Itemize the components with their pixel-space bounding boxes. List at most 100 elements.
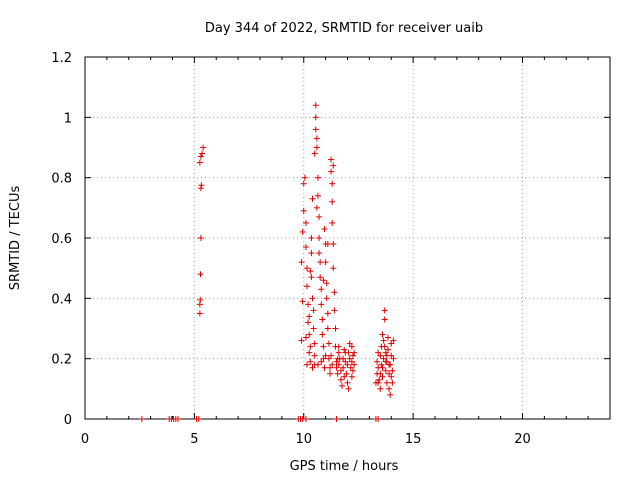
y-tick-label: 0.4 (51, 292, 72, 307)
data-point (342, 349, 349, 356)
data-point (329, 198, 336, 205)
data-point (197, 271, 204, 278)
data-point (337, 367, 344, 374)
data-point (388, 373, 395, 380)
data-point (319, 331, 326, 338)
data-point (377, 385, 384, 392)
data-point (383, 379, 390, 386)
data-point (305, 301, 312, 308)
data-point (374, 358, 381, 365)
data-point (381, 343, 388, 350)
data-point (328, 168, 335, 175)
y-tick-label: 1.2 (51, 51, 72, 66)
data-point (334, 355, 341, 362)
data-point (375, 349, 382, 356)
data-point (331, 289, 338, 296)
data-point (332, 325, 339, 332)
data-point (301, 174, 308, 181)
data-point (299, 298, 306, 305)
data-point (302, 416, 309, 422)
data-point (333, 364, 340, 371)
data-point (197, 296, 204, 303)
data-point (325, 355, 332, 362)
axis-ticks (84, 56, 610, 420)
data-point (331, 307, 338, 314)
data-point (307, 358, 314, 365)
data-point (329, 361, 336, 368)
data-point (321, 225, 328, 232)
data-point (306, 313, 313, 320)
data-point (351, 361, 358, 368)
data-point (311, 150, 318, 157)
data-point (346, 355, 353, 362)
data-point (138, 416, 145, 422)
x-tick-label: 10 (295, 432, 312, 447)
data-point (329, 219, 336, 226)
data-point (387, 391, 394, 398)
data-point (319, 316, 326, 323)
data-point (320, 343, 327, 350)
data-point (306, 349, 313, 356)
y-tick-label: 0 (64, 413, 72, 428)
data-point (381, 307, 388, 314)
data-point (333, 358, 340, 365)
data-point (314, 361, 321, 368)
data-point (344, 379, 351, 386)
data-point (382, 367, 389, 374)
data-point (341, 373, 348, 380)
data-point (348, 358, 355, 365)
data-point (347, 364, 354, 371)
data-point (198, 182, 205, 189)
data-point (313, 204, 320, 211)
data-point (330, 162, 337, 169)
data-point (316, 250, 323, 257)
data-point (313, 135, 320, 142)
data-point (304, 361, 311, 368)
data-point (300, 180, 307, 187)
data-point (321, 364, 328, 371)
data-point (302, 244, 309, 251)
data-point (328, 352, 335, 359)
data-point (316, 213, 323, 220)
data-point (313, 144, 320, 151)
data-point (304, 265, 311, 272)
data-point (200, 144, 207, 151)
data-point (322, 352, 329, 359)
data-point (337, 376, 344, 383)
data-point (197, 235, 204, 241)
data-point (348, 373, 355, 380)
data-point (199, 150, 206, 157)
x-axis-label: GPS time / hours (290, 459, 399, 474)
data-point (311, 340, 318, 347)
data-point (312, 102, 319, 109)
data-point (379, 331, 386, 338)
data-point (325, 340, 332, 347)
data-point (195, 416, 202, 422)
data-point (330, 265, 337, 272)
data-point (386, 370, 393, 377)
data-point (348, 343, 355, 350)
data-point (324, 241, 331, 248)
data-point (307, 343, 314, 350)
x-tick-label: 5 (190, 432, 198, 447)
data-point (308, 274, 315, 281)
y-tick-label: 0.6 (51, 232, 72, 247)
data-point (389, 367, 396, 374)
data-point (317, 274, 324, 281)
data-point (381, 316, 388, 323)
data-point (309, 295, 316, 302)
data-point (318, 358, 325, 365)
data-point (340, 355, 347, 362)
chart-title: Day 344 of 2022, SRMTID for receiver uai… (205, 21, 483, 36)
data-point (333, 416, 340, 422)
data-point (328, 156, 335, 163)
data-point (307, 268, 314, 275)
data-point (302, 334, 309, 341)
data-point (384, 346, 391, 353)
tick-labels: 0 5 10 15 20 0 0.2 0.4 0.6 0.8 1 1.2 (51, 51, 530, 447)
data-point (377, 370, 384, 377)
data-point (196, 159, 203, 166)
data-point (390, 355, 397, 362)
data-point (382, 349, 389, 356)
